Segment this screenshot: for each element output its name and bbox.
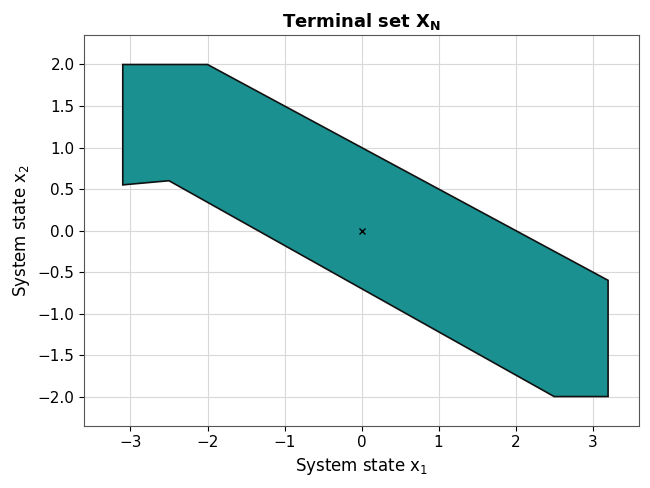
X-axis label: System state $\mathregular{x_1}$: System state $\mathregular{x_1}$ — [295, 456, 428, 477]
Polygon shape — [123, 64, 608, 397]
Title: Terminal set $\mathbf{X_N}$: Terminal set $\mathbf{X_N}$ — [282, 11, 441, 32]
Y-axis label: System state $\mathregular{x_2}$: System state $\mathregular{x_2}$ — [11, 164, 32, 297]
